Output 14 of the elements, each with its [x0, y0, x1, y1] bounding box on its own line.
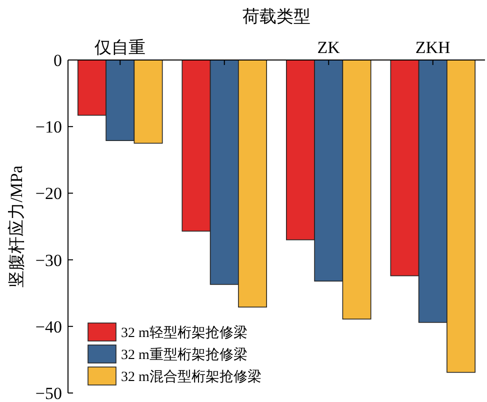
y-tick-label: −10 — [35, 118, 62, 137]
legend-label: 32 m重型桁架抢修梁 — [121, 347, 248, 363]
y-tick-label: −50 — [35, 384, 62, 402]
y-tick-label: 0 — [54, 51, 62, 70]
x-axis-title: 荷载类型 — [242, 7, 310, 26]
y-tick-label: −20 — [35, 184, 62, 204]
x-tick-label: ZKH — [415, 38, 450, 57]
y-axis-title: 竖腹杆应力/MPa — [7, 165, 26, 288]
y-tick-label: −30 — [35, 250, 62, 270]
y-tick-label: −40 — [35, 317, 62, 336]
legend-label: 32 m混合型桁架抢修梁 — [121, 369, 262, 385]
x-tick-label: ZK — [317, 38, 341, 57]
x-tick-label: 仅自重 — [94, 38, 146, 57]
legend-label: 32 m轻型桁架抢修梁 — [121, 325, 248, 341]
